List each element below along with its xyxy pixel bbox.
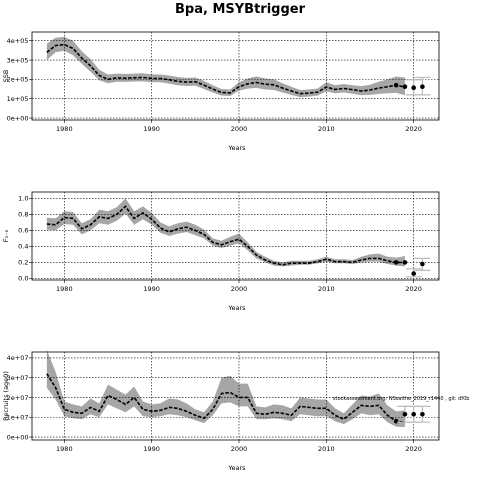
watermark-text: stockassessment.org: NSsaithe_2019_r1440… bbox=[333, 396, 469, 402]
rec-y-tick-label: 0e+00 bbox=[7, 433, 29, 441]
f-y-axis-label: F₃₋₆ bbox=[2, 229, 10, 242]
rec-estimate-line bbox=[46, 373, 406, 423]
rec-confidence-band bbox=[46, 350, 405, 428]
ssb-panel: 1980 1990 2000 2010 2020 0e+00 1e+05 2e+05 3e+05… bbox=[2, 31, 440, 152]
rec-forecast-point bbox=[420, 411, 425, 417]
f-y-tick-label: 0.4 bbox=[18, 243, 28, 251]
f-x-tick-label: 1980 bbox=[56, 285, 73, 293]
f-plot-frame bbox=[31, 191, 440, 281]
fishing-mortality-panel: 1980 1990 2000 2010 2020 0.0 0.2 0.4 0.6 0.8 1.0 Ye… bbox=[2, 191, 440, 312]
f-forecast-point bbox=[411, 271, 416, 276]
rec-plot-frame bbox=[31, 351, 440, 441]
ssb-forecast-point bbox=[420, 84, 425, 90]
rec-x-tick-label: 2010 bbox=[318, 445, 335, 453]
ssb-confidence-band bbox=[46, 36, 405, 98]
f-y-tick-label: 0.2 bbox=[18, 259, 28, 267]
ssb-plot-frame bbox=[31, 31, 440, 121]
rec-x-axis-label: Years bbox=[227, 464, 246, 472]
ssb-x-tick-label: 2020 bbox=[405, 125, 422, 133]
f-x-tick-label: 1990 bbox=[143, 285, 160, 293]
ssb-y-axis-label: SSB bbox=[2, 70, 10, 83]
f-y-tick-label: 0.0 bbox=[18, 275, 28, 283]
f-y-tick-label: 0.8 bbox=[18, 211, 28, 219]
rec-x-tick-label: 1990 bbox=[143, 445, 160, 453]
ssb-x-tick-label: 2010 bbox=[318, 125, 335, 133]
f-confidence-band bbox=[46, 198, 405, 267]
rec-y-tick-label: 3e+07 bbox=[7, 374, 29, 382]
rec-y-tick-label: 4e+07 bbox=[7, 354, 29, 362]
rec-x-tick-label: 2000 bbox=[231, 445, 248, 453]
f-y-tick-label: 1.0 bbox=[18, 195, 28, 203]
recruitment-panel: 1980 1990 2000 2010 2020 0e+00 1e+07 2e+07 3e+07… bbox=[2, 350, 440, 472]
f-forecast-point bbox=[402, 260, 408, 265]
f-estimate-line bbox=[46, 205, 405, 266]
ssb-forecast-point bbox=[411, 85, 416, 91]
ssb-y-tick-label: 4e+05 bbox=[7, 37, 29, 45]
rec-y-tick-label: 1e+07 bbox=[7, 414, 29, 422]
ssb-estimate-line bbox=[46, 43, 406, 95]
ssb-x-tick-label: 2000 bbox=[231, 125, 248, 133]
f-forecast-point bbox=[393, 260, 399, 265]
ssb-y-tick-label: 0e+00 bbox=[7, 114, 29, 122]
rec-x-tick-label: 2020 bbox=[405, 445, 422, 453]
f-forecast-point bbox=[420, 261, 425, 267]
f-y-tick-label: 0.6 bbox=[18, 227, 28, 235]
ssb-x-tick-label: 1990 bbox=[143, 125, 160, 133]
rec-y-axis-label: Recruits (age0) bbox=[2, 371, 10, 421]
f-x-tick-label: 2010 bbox=[318, 285, 335, 293]
ssb-forecast-point bbox=[402, 84, 408, 90]
ssb-y-tick-label: 2e+05 bbox=[7, 76, 29, 84]
f-x-tick-label: 2000 bbox=[231, 285, 248, 293]
ssb-y-tick-label: 1e+05 bbox=[7, 95, 29, 103]
rec-y-tick-label: 2e+07 bbox=[7, 394, 29, 402]
f-x-axis-label: Years bbox=[227, 304, 246, 312]
rec-forecast-point bbox=[411, 411, 416, 417]
rec-x-tick-label: 1980 bbox=[56, 445, 73, 453]
ssb-x-tick-label: 1980 bbox=[56, 125, 73, 133]
page-title: Bpa, MSYBtrigger bbox=[175, 2, 306, 17]
ssb-y-tick-label: 3e+05 bbox=[7, 56, 29, 64]
f-x-tick-label: 2020 bbox=[405, 285, 422, 293]
rec-forecast-point bbox=[402, 411, 408, 417]
ssb-forecast-point bbox=[393, 82, 399, 88]
rec-forecast-point bbox=[393, 418, 399, 424]
ssb-x-axis-label: Years bbox=[227, 144, 246, 152]
